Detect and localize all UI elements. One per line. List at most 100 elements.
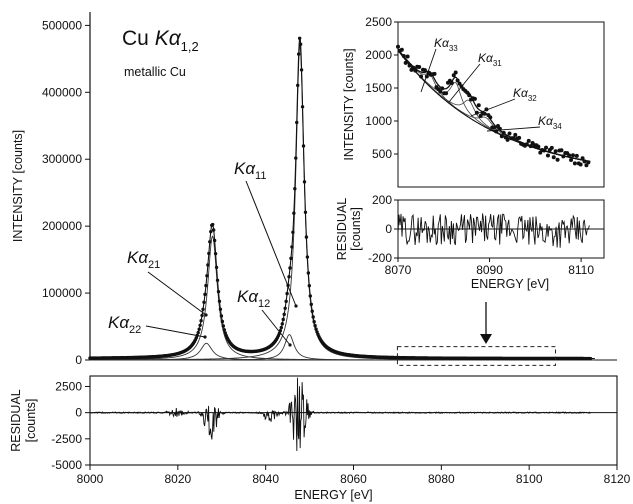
data-point	[282, 312, 286, 317]
main-y-axis-title: INTENSITY [counts]	[11, 130, 25, 242]
inset-data-point	[584, 163, 589, 168]
peak-leader-tip	[288, 343, 292, 347]
data-point	[221, 324, 226, 328]
inset-peak-symbol: Kα	[538, 114, 554, 128]
x-tick-label: 8020	[164, 472, 191, 486]
inset-data-point	[544, 145, 549, 150]
inset-data-point	[517, 135, 522, 140]
data-points	[88, 36, 593, 361]
inset-data-point	[561, 154, 566, 159]
data-point	[222, 328, 226, 332]
data-point	[292, 211, 296, 215]
inset-data-point	[567, 153, 572, 158]
inset-data-point	[399, 47, 404, 52]
inset-data-point	[472, 96, 477, 101]
peak-label-kα21: Kα21	[127, 248, 160, 271]
inset-data-point	[555, 157, 560, 162]
data-point	[280, 322, 284, 326]
inset-data-point	[505, 137, 510, 142]
inset-data-point	[553, 149, 558, 154]
data-point	[304, 235, 309, 239]
inset-data-point	[438, 89, 443, 94]
inset-data-point	[432, 71, 437, 76]
chart-title-symbol: Kα	[155, 27, 182, 50]
peak-label-subscript: 12	[258, 298, 270, 310]
inset-data-point	[488, 115, 493, 120]
inset-data-point	[511, 136, 516, 141]
inset-data-point	[482, 111, 487, 116]
inset-residual-panel: -200 0 200 8070 8090 8110 ENERGY [eV] RESIDUAL[…	[335, 193, 605, 291]
peak-label-subscript: 21	[148, 259, 160, 271]
inset-data-point	[570, 153, 575, 158]
data-point	[200, 313, 204, 318]
inset-data-points	[396, 44, 591, 168]
inset-peak-label-kα33: Kα33	[434, 36, 458, 53]
data-point	[197, 327, 201, 331]
data-point	[313, 324, 317, 328]
zoom-arrow-head	[480, 334, 492, 344]
main-y-tick-label: 400000	[42, 85, 82, 99]
data-point	[285, 291, 289, 296]
data-point	[295, 120, 299, 125]
data-point	[211, 222, 215, 227]
peak-label-kα22: Kα22	[108, 313, 141, 336]
data-point	[284, 299, 288, 304]
inset-data-point	[495, 123, 500, 128]
peak-leader-tip	[204, 313, 208, 317]
inset-residual-y-tick-label: -200	[368, 251, 392, 265]
main-residual-panel: -5000 -2500 0 2500 8000 8020 8040 8060 8080 8100 8…	[9, 375, 631, 502]
data-point	[217, 299, 222, 303]
data-point	[216, 289, 221, 294]
inset-data-point	[524, 142, 529, 147]
peak-leader-tip	[203, 335, 207, 339]
data-point	[291, 230, 295, 234]
data-point	[293, 186, 297, 191]
chart-title-prefix: Cu	[122, 27, 155, 50]
inset-data-point	[405, 54, 410, 59]
inset-peak-symbol: Kα	[478, 51, 494, 65]
peak-leader-line	[245, 180, 297, 307]
peak-leader-line	[261, 309, 291, 346]
inset-data-point	[411, 65, 416, 70]
inset-data-point	[407, 63, 412, 68]
residual-y-tick-label: 2500	[55, 379, 82, 393]
data-point	[288, 266, 292, 270]
inset-y-tick-label: 2500	[365, 15, 392, 29]
data-point	[219, 314, 224, 318]
inset-residual-y-tick-label: 200	[372, 193, 392, 207]
data-point	[301, 144, 306, 148]
residual-y-tick-label: -2500	[51, 432, 82, 446]
x-tick-label: 8060	[340, 472, 367, 486]
data-point	[302, 180, 307, 184]
data-point	[312, 320, 316, 324]
data-point	[311, 315, 315, 319]
inset-peak-subscript: 32	[528, 94, 537, 103]
inset-data-point	[526, 138, 531, 143]
main-y-tick-label: 0	[75, 353, 82, 367]
inset-data-point	[440, 86, 445, 91]
data-point	[223, 331, 227, 335]
inset-peak-symbol: Kα	[513, 86, 529, 100]
data-point	[218, 307, 223, 312]
chart-title-subscript: 1,2	[181, 39, 199, 54]
data-point	[279, 325, 283, 330]
inset-data-point	[528, 144, 533, 149]
data-point	[299, 68, 304, 72]
inset-data-point	[422, 68, 427, 73]
residual-y-axis-unit: [counts]	[24, 399, 38, 443]
data-point	[307, 284, 312, 288]
main-y-tick-label: 200000	[42, 219, 82, 233]
inset-peak-symbol: Kα	[434, 36, 450, 50]
x-tick-label: 8100	[516, 472, 543, 486]
data-point	[201, 307, 205, 311]
inset-data-point	[492, 125, 497, 130]
residual-frame	[89, 375, 618, 466]
inset-data-point	[542, 148, 547, 153]
peak-label-kα11: Kα11	[234, 159, 266, 182]
inset-data-point	[572, 161, 577, 166]
residual-y-axis-title: RESIDUAL	[9, 389, 23, 452]
inset-leader-line	[486, 126, 541, 132]
data-point	[314, 327, 318, 331]
